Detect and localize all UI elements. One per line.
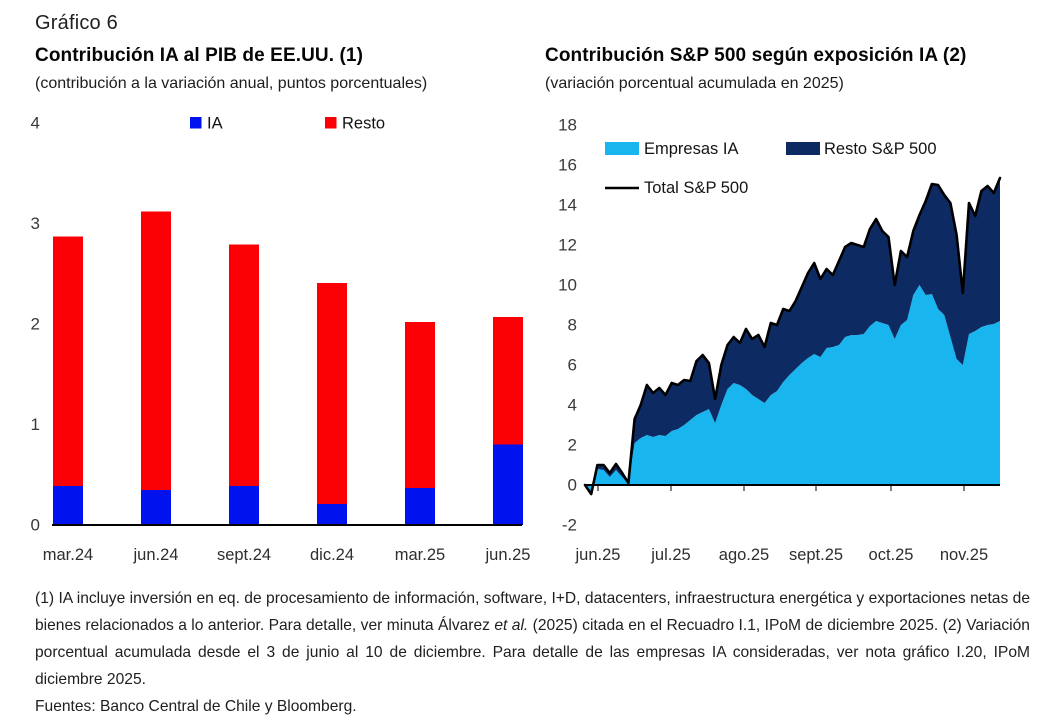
y-tick-label: 12 bbox=[558, 236, 577, 255]
left-legend: IA Resto bbox=[190, 115, 385, 133]
bar-segment-ia bbox=[141, 489, 171, 525]
x-tick-label: jun.25 bbox=[485, 546, 531, 564]
bar-segment-resto bbox=[493, 316, 523, 445]
right-x-axis-labels: jun.25 jul.25 ago.25 sept.25 oct.25 nov.25 bbox=[575, 546, 989, 564]
area-empresas-ia bbox=[585, 285, 1000, 493]
x-tick-label: oct.25 bbox=[869, 546, 914, 564]
right-chart-title: Contribución S&P 500 según exposición IA… bbox=[545, 45, 967, 66]
y-tick-label: -2 bbox=[562, 516, 577, 535]
bar-segment-resto bbox=[229, 244, 259, 486]
y-tick-label: 8 bbox=[568, 316, 577, 335]
right-y-axis-labels: -2 0 2 4 6 8 10 12 14 16 18 bbox=[558, 116, 577, 535]
legend-label: Resto bbox=[342, 115, 385, 133]
y-tick-label: 4 bbox=[568, 396, 577, 415]
bar-segment-ia bbox=[317, 503, 347, 525]
x-tick-label: mar.25 bbox=[395, 546, 445, 564]
footnote-part1: (1) IA incluye inversión en eq. de proce… bbox=[35, 590, 1030, 634]
x-tick-label: nov.25 bbox=[940, 546, 988, 564]
y-tick-label: 18 bbox=[558, 116, 577, 135]
left-x-axis-labels: mar.24 jun.24 sept.24 dic.24 mar.25 jun.25 bbox=[43, 546, 531, 564]
figure-number: Gráfico 6 bbox=[35, 12, 118, 34]
line-total-sp500 bbox=[583, 176, 1002, 496]
area-chart-sp500: -2 0 2 4 6 8 10 12 14 16 18 jun.25 jul.25 ago.25 sept.… bbox=[558, 116, 1002, 564]
legend-label: Total S&P 500 bbox=[644, 179, 748, 197]
y-tick-label: 0 bbox=[31, 516, 40, 535]
y-tick-label: 0 bbox=[568, 476, 577, 495]
y-tick-label: 4 bbox=[31, 114, 40, 133]
bars bbox=[53, 211, 523, 525]
y-tick-label: 16 bbox=[558, 156, 577, 175]
footnote-sources: Fuentes: Banco Central de Chile y Bloomb… bbox=[35, 698, 357, 715]
bar-segment-resto bbox=[53, 236, 83, 486]
footnote-text: (1) IA incluye inversión en eq. de proce… bbox=[35, 585, 1030, 693]
y-tick-label: 10 bbox=[558, 276, 577, 295]
x-tick-label: mar.24 bbox=[43, 546, 93, 564]
x-axis-ticks bbox=[597, 485, 965, 491]
footnote: (1) IA incluye inversión en eq. de proce… bbox=[35, 585, 1030, 720]
y-tick-label: 1 bbox=[31, 415, 40, 434]
footnote-italic: et al. bbox=[494, 617, 529, 634]
x-tick-label: jul.25 bbox=[650, 546, 690, 564]
y-tick-label: 2 bbox=[31, 315, 40, 334]
y-tick-label: 2 bbox=[568, 436, 577, 455]
bar-chart-contribucion-pib: 0 1 2 3 4 mar.24 jun.24 sept.24 dic.24 mar.25 jun.… bbox=[31, 114, 531, 565]
area-resto-sp500 bbox=[585, 178, 1000, 494]
y-tick-label: 3 bbox=[31, 214, 40, 233]
y-tick-label: 14 bbox=[558, 196, 577, 215]
legend-swatch-resto-sp500 bbox=[786, 142, 820, 155]
left-chart-title: Contribución IA al PIB de EE.UU. (1) bbox=[35, 45, 364, 66]
y-tick-label: 6 bbox=[568, 356, 577, 375]
legend-swatch-empresas-ia bbox=[605, 142, 639, 155]
x-tick-label: jun.25 bbox=[575, 546, 621, 564]
bar-segment-ia bbox=[229, 485, 259, 525]
right-chart-subtitle: (variación porcentual acumulada en 2025) bbox=[545, 75, 844, 92]
legend-label: Empresas IA bbox=[644, 140, 738, 158]
x-tick-label: jun.24 bbox=[133, 546, 179, 564]
bar-segment-ia bbox=[405, 487, 435, 525]
bar-segment-ia bbox=[53, 485, 83, 525]
legend-swatch-resto bbox=[325, 117, 337, 129]
x-tick-label: ago.25 bbox=[719, 546, 769, 564]
footnote-part2: (2025) citada en el Recuadro I.1, IPoM d… bbox=[35, 617, 1030, 688]
x-tick-label: dic.24 bbox=[310, 546, 354, 564]
x-tick-label: sept.25 bbox=[789, 546, 843, 564]
right-legend: Empresas IA Resto S&P 500 Total S&P 500 bbox=[605, 140, 937, 197]
bar-segment-resto bbox=[141, 211, 171, 490]
bar-segment-ia bbox=[493, 444, 523, 525]
left-y-axis-labels: 0 1 2 3 4 bbox=[31, 114, 40, 535]
bar-segment-resto bbox=[317, 282, 347, 504]
x-tick-label: sept.24 bbox=[217, 546, 271, 564]
left-chart-subtitle: (contribución a la variación anual, punt… bbox=[35, 75, 428, 92]
legend-label: Resto S&P 500 bbox=[824, 140, 937, 158]
legend-label: IA bbox=[207, 115, 223, 133]
legend-swatch-ia bbox=[190, 117, 202, 129]
bar-segment-resto bbox=[405, 321, 435, 488]
